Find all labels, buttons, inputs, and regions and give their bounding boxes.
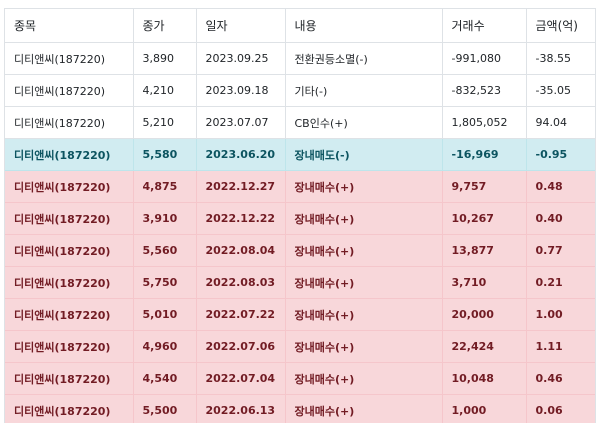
- cell-stock: 디티앤씨(187220): [5, 298, 134, 331]
- insider-trade-table: 종목 종가 일자 내용 거래수 금액(억) 디티앤씨(187220) 3,890 2…: [5, 9, 595, 423]
- cell-date: 2022.07.04: [196, 362, 286, 395]
- cell-date: 2022.07.22: [196, 298, 286, 331]
- cell-description: 장내매수(+): [285, 234, 443, 267]
- cell-amount: 0.40: [526, 202, 595, 235]
- table-body: 디티앤씨(187220) 3,890 2023.09.25 전환권등소멸(-) -991…: [5, 42, 595, 423]
- cell-close-price: 3,910: [133, 202, 197, 235]
- cell-date: 2023.07.07: [196, 106, 286, 139]
- cell-volume: 3,710: [442, 266, 527, 299]
- cell-stock: 디티앤씨(187220): [5, 202, 134, 235]
- cell-description: 장내매수(+): [285, 298, 443, 331]
- cell-amount: 1.00: [526, 298, 595, 331]
- table-row[interactable]: 디티앤씨(187220) 5,560 2022.08.04 장내매수(+) 13,877…: [5, 234, 595, 267]
- cell-close-price: 4,210: [133, 74, 197, 107]
- cell-description: 장내매도(-): [285, 138, 443, 171]
- cell-stock: 디티앤씨(187220): [5, 42, 134, 75]
- cell-date: 2022.12.27: [196, 170, 286, 203]
- cell-amount: 0.06: [526, 394, 595, 423]
- cell-date: 2022.07.06: [196, 330, 286, 363]
- cell-amount: 94.04: [526, 106, 595, 139]
- cell-amount: 0.48: [526, 170, 595, 203]
- table-row[interactable]: 디티앤씨(187220) 4,875 2022.12.27 장내매수(+) 9,757 0…: [5, 170, 595, 203]
- cell-volume: -832,523: [442, 74, 527, 107]
- cell-description: 장내매수(+): [285, 266, 443, 299]
- table-row[interactable]: 디티앤씨(187220) 5,500 2022.06.13 장내매수(+) 1,000 0…: [5, 394, 595, 423]
- cell-description: 장내매수(+): [285, 170, 443, 203]
- cell-volume: 10,267: [442, 202, 527, 235]
- cell-volume: 13,877: [442, 234, 527, 267]
- cell-stock: 디티앤씨(187220): [5, 330, 134, 363]
- table-row[interactable]: 디티앤씨(187220) 5,210 2023.07.07 CB인수(+) 1,805,…: [5, 106, 595, 139]
- cell-date: 2022.12.22: [196, 202, 286, 235]
- cell-date: 2023.09.18: [196, 74, 286, 107]
- cell-date: 2023.09.25: [196, 42, 286, 75]
- cell-description: CB인수(+): [285, 106, 443, 139]
- cell-stock: 디티앤씨(187220): [5, 266, 134, 299]
- cell-close-price: 4,540: [133, 362, 197, 395]
- cell-date: 2022.08.03: [196, 266, 286, 299]
- table-row[interactable]: 디티앤씨(187220) 5,010 2022.07.22 장내매수(+) 20,000…: [5, 298, 595, 331]
- cell-amount: -35.05: [526, 74, 595, 107]
- cell-close-price: 3,890: [133, 42, 197, 75]
- table-row[interactable]: 디티앤씨(187220) 4,540 2022.07.04 장내매수(+) 10,048…: [5, 362, 595, 395]
- cell-date: 2023.06.20: [196, 138, 286, 171]
- cell-close-price: 5,210: [133, 106, 197, 139]
- cell-description: 장내매수(+): [285, 330, 443, 363]
- cell-amount: 0.46: [526, 362, 595, 395]
- cell-close-price: 5,580: [133, 138, 197, 171]
- cell-description: 기타(-): [285, 74, 443, 107]
- cell-close-price: 4,960: [133, 330, 197, 363]
- table-row[interactable]: 디티앤씨(187220) 3,910 2022.12.22 장내매수(+) 10,267…: [5, 202, 595, 235]
- table-row[interactable]: 디티앤씨(187220) 5,580 2023.06.20 장내매도(-) -16,96…: [5, 138, 595, 171]
- cell-stock: 디티앤씨(187220): [5, 362, 134, 395]
- cell-amount: -38.55: [526, 42, 595, 75]
- cell-volume: 9,757: [442, 170, 527, 203]
- table-header: 종목 종가 일자 내용 거래수 금액(억): [5, 9, 595, 43]
- cell-close-price: 4,875: [133, 170, 197, 203]
- cell-close-price: 5,560: [133, 234, 197, 267]
- cell-volume: 1,000: [442, 394, 527, 423]
- cell-stock: 디티앤씨(187220): [5, 74, 134, 107]
- header-stock: 종목: [5, 9, 134, 43]
- cell-volume: 1,805,052: [442, 106, 527, 139]
- cell-stock: 디티앤씨(187220): [5, 234, 134, 267]
- cell-date: 2022.06.13: [196, 394, 286, 423]
- header-close-price: 종가: [133, 9, 197, 43]
- table-row[interactable]: 디티앤씨(187220) 4,210 2023.09.18 기타(-) -832,523…: [5, 74, 595, 107]
- cell-stock: 디티앤씨(187220): [5, 138, 134, 171]
- table-row[interactable]: 디티앤씨(187220) 4,960 2022.07.06 장내매수(+) 22,424…: [5, 330, 595, 363]
- cell-stock: 디티앤씨(187220): [5, 106, 134, 139]
- cell-stock: 디티앤씨(187220): [5, 170, 134, 203]
- header-description: 내용: [285, 9, 443, 43]
- cell-volume: 22,424: [442, 330, 527, 363]
- cell-amount: 1.11: [526, 330, 595, 363]
- cell-description: 장내매수(+): [285, 394, 443, 423]
- trade-table-container: 종목 종가 일자 내용 거래수 금액(억) 디티앤씨(187220) 3,890 2…: [4, 8, 596, 423]
- cell-volume: 20,000: [442, 298, 527, 331]
- table-row[interactable]: 디티앤씨(187220) 5,750 2022.08.03 장내매수(+) 3,710 0…: [5, 266, 595, 299]
- cell-amount: 0.21: [526, 266, 595, 299]
- cell-description: 장내매수(+): [285, 202, 443, 235]
- table-row[interactable]: 디티앤씨(187220) 3,890 2023.09.25 전환권등소멸(-) -991…: [5, 42, 595, 75]
- cell-close-price: 5,010: [133, 298, 197, 331]
- cell-volume: -16,969: [442, 138, 527, 171]
- cell-date: 2022.08.04: [196, 234, 286, 267]
- header-volume: 거래수: [442, 9, 527, 43]
- cell-close-price: 5,500: [133, 394, 197, 423]
- header-amount: 금액(억): [526, 9, 595, 43]
- cell-stock: 디티앤씨(187220): [5, 394, 134, 423]
- cell-volume: 10,048: [442, 362, 527, 395]
- cell-volume: -991,080: [442, 42, 527, 75]
- header-date: 일자: [196, 9, 286, 43]
- cell-description: 전환권등소멸(-): [285, 42, 443, 75]
- cell-close-price: 5,750: [133, 266, 197, 299]
- header-row: 종목 종가 일자 내용 거래수 금액(억): [5, 9, 595, 43]
- cell-amount: -0.95: [526, 138, 595, 171]
- cell-amount: 0.77: [526, 234, 595, 267]
- cell-description: 장내매수(+): [285, 362, 443, 395]
